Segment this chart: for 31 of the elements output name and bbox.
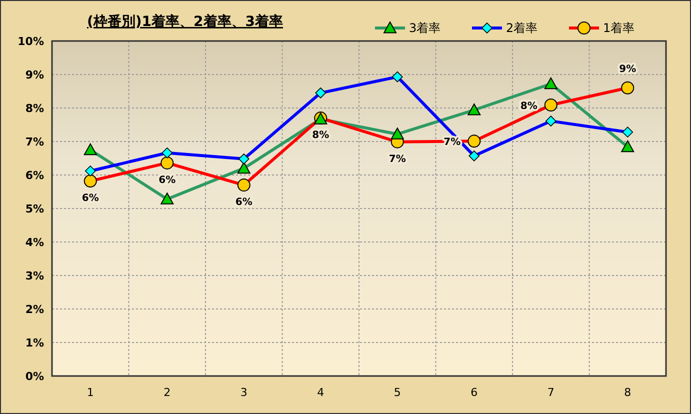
legend-label: 2着率 <box>506 21 538 36</box>
y-tick-label: 5% <box>25 202 44 216</box>
data-label: 7% <box>444 137 461 148</box>
legend-label: 1着率 <box>603 21 635 36</box>
y-tick-label: 6% <box>25 168 44 182</box>
data-label: 6% <box>158 174 176 186</box>
y-tick-label: 0% <box>25 370 44 383</box>
x-tick-label: 7 <box>547 386 554 399</box>
x-tick-label: 6 <box>470 386 478 399</box>
y-tick-label: 2% <box>25 302 44 316</box>
chart-title: (枠番別)1着率、2着率、3着率 <box>86 13 284 30</box>
data-label: 7% <box>388 154 406 165</box>
y-tick-label: 3% <box>25 269 44 282</box>
data-label: 6% <box>82 193 99 204</box>
data-label: 9% <box>619 64 636 75</box>
y-tick-label: 4% <box>25 236 44 249</box>
y-tick-label: 10% <box>18 34 44 48</box>
data-label: 6% <box>235 197 252 208</box>
x-tick-label: 4 <box>317 386 324 399</box>
x-tick-label: 1 <box>86 386 94 399</box>
x-tick-label: 8 <box>624 386 632 399</box>
x-tick-label: 3 <box>240 386 248 399</box>
y-tick-label: 9% <box>25 68 44 82</box>
y-tick-label: 1% <box>25 336 44 350</box>
data-label: 8% <box>312 130 330 142</box>
y-tick-label: 8% <box>25 102 44 115</box>
x-tick-label: 5 <box>394 386 401 399</box>
y-tick-label: 7% <box>25 135 44 148</box>
x-tick-label: 2 <box>164 386 171 399</box>
legend-label: 3着率 <box>409 21 441 36</box>
data-label: 8% <box>520 100 538 112</box>
